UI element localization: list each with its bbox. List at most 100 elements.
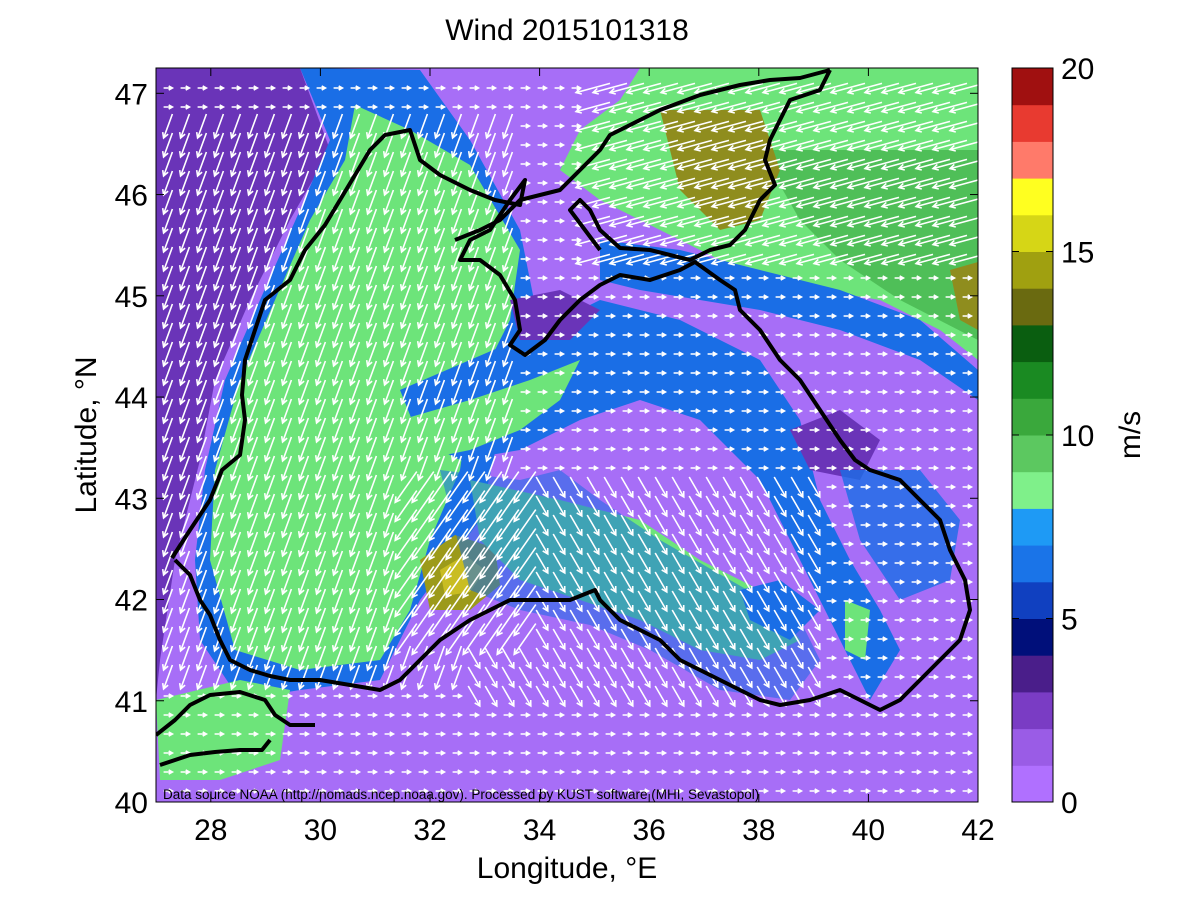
wind-arrow — [639, 332, 651, 338]
wind-arrow — [520, 465, 532, 471]
wind-arrow — [741, 389, 753, 395]
wind-arrow — [365, 493, 378, 520]
wind-arrow — [394, 585, 418, 618]
wind-arrow — [365, 398, 378, 425]
wind-arrow — [656, 712, 668, 718]
wind-arrow — [195, 246, 208, 273]
wind-arrow — [520, 750, 532, 756]
wind-arrow — [639, 769, 651, 775]
wind-arrow — [724, 332, 736, 338]
wind-arrow — [812, 120, 849, 133]
wind-arrow — [654, 476, 668, 499]
wind-arrow — [639, 389, 651, 395]
wind-arrow — [877, 655, 889, 661]
wind-arrow — [316, 788, 328, 794]
wind-arrow — [948, 160, 978, 171]
wind-arrow — [724, 788, 736, 794]
wind-arrow — [775, 731, 787, 737]
wind-arrow — [659, 120, 696, 133]
wind-arrow — [467, 341, 480, 368]
wind-arrow — [931, 177, 968, 190]
wind-arrow — [314, 341, 327, 368]
wind-arrow — [758, 465, 770, 471]
wind-arrow — [843, 408, 855, 414]
wind-arrow — [945, 769, 957, 775]
x-tick-label: 42 — [961, 814, 994, 847]
wind-arrow — [178, 455, 191, 482]
wind-arrow — [707, 294, 719, 300]
wind-arrow — [586, 514, 600, 537]
wind-arrow — [229, 303, 242, 330]
wind-arrow — [214, 104, 226, 110]
wind-arrow — [428, 528, 452, 561]
wind-arrow — [229, 626, 242, 653]
wind-arrow — [656, 788, 668, 794]
wind-arrow — [659, 215, 696, 228]
wind-arrow — [435, 693, 447, 699]
wind-arrow — [693, 215, 730, 228]
wind-arrow — [537, 769, 549, 775]
wind-arrow — [639, 351, 651, 357]
wind-arrow — [656, 446, 668, 452]
wind-arrow — [180, 85, 192, 91]
wind-arrow — [520, 769, 532, 775]
wind-arrow — [394, 623, 418, 656]
wind-arrow — [399, 436, 412, 463]
wind-arrow — [316, 712, 328, 718]
wind-arrow — [571, 85, 583, 91]
wind-arrow — [739, 628, 753, 651]
wind-arrow — [535, 666, 549, 689]
wind-arrow — [911, 427, 923, 433]
wind-arrow — [588, 408, 600, 414]
wind-arrow — [554, 370, 566, 376]
wind-arrow — [894, 541, 906, 547]
wind-arrow — [263, 227, 276, 254]
wind-arrow — [399, 208, 412, 235]
wind-arrow — [552, 685, 566, 708]
wind-arrow — [829, 253, 866, 266]
wind-arrow — [962, 370, 974, 376]
colorbar-segment — [1012, 68, 1053, 106]
colorbar-segment — [1012, 324, 1053, 363]
wind-arrow — [807, 571, 821, 594]
wind-arrow — [161, 626, 174, 653]
wind-arrow — [586, 628, 600, 651]
wind-arrow — [911, 446, 923, 452]
wind-arrow — [591, 158, 628, 171]
wind-arrow — [280, 569, 293, 596]
wind-arrow — [314, 436, 327, 463]
wind-arrow — [843, 617, 855, 623]
wind-arrow — [639, 788, 651, 794]
wind-arrow — [914, 196, 951, 209]
wind-arrow — [860, 712, 872, 718]
wind-arrow — [758, 446, 770, 452]
wind-arrow — [928, 351, 940, 357]
wind-arrow — [792, 332, 804, 338]
wind-arrow — [229, 208, 242, 235]
wind-arrow — [829, 158, 866, 171]
wind-arrow — [229, 151, 242, 178]
wind-arrow — [795, 253, 832, 266]
wind-arrow — [331, 132, 344, 159]
wind-arrow — [911, 655, 923, 661]
wind-arrow — [894, 332, 906, 338]
wind-arrow — [962, 731, 974, 737]
wind-arrow — [843, 503, 855, 509]
wind-arrow — [928, 655, 940, 661]
wind-arrow — [727, 120, 764, 133]
wind-arrow — [826, 408, 838, 414]
wind-arrow — [931, 253, 968, 266]
wind-arrow — [299, 693, 311, 699]
wind-arrow — [637, 628, 651, 651]
wind-arrow — [792, 408, 804, 414]
wind-arrow — [554, 199, 566, 205]
wind-arrow — [399, 398, 412, 425]
wind-arrow — [705, 514, 719, 537]
wind-arrow — [911, 275, 923, 281]
wind-arrow — [945, 617, 957, 623]
wind-arrow — [554, 85, 566, 91]
wind-arrow — [467, 265, 480, 292]
wind-arrow — [659, 82, 696, 95]
wind-arrow — [537, 712, 549, 718]
wind-arrow — [928, 275, 940, 281]
